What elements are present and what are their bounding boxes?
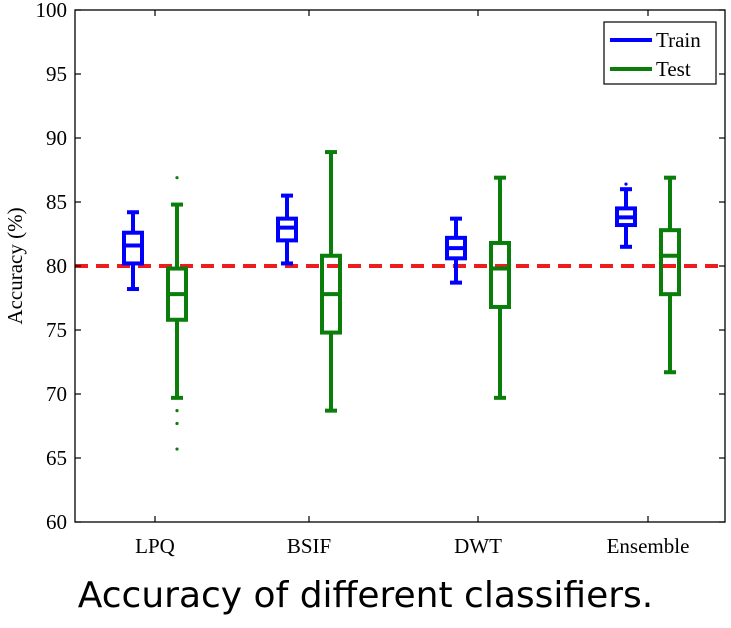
- boxplot-chart: 60 65 70 75 80 85 90 95 100 LPQ BSIF DWT Ensemble A…: [3, 0, 726, 558]
- outlier-point: [175, 176, 179, 180]
- y-tick-label: 90: [46, 126, 67, 150]
- box-test-dwt: [489, 175, 511, 400]
- box-iqr: [659, 228, 681, 297]
- legend-label-train: Train: [656, 28, 701, 52]
- y-tick-label: 85: [46, 190, 67, 214]
- x-tick-label: LPQ: [135, 534, 175, 558]
- box-train-ensemble: [615, 182, 637, 249]
- box-test-bsif: [320, 150, 342, 413]
- box-train-lpq: [122, 210, 144, 292]
- y-tick-label: 65: [46, 446, 67, 470]
- y-tick-label: 95: [46, 62, 67, 86]
- y-tick-label: 80: [46, 254, 67, 278]
- legend-box: [603, 21, 717, 85]
- y-tick-label: 75: [46, 318, 67, 342]
- legend-label-test: Test: [656, 57, 691, 81]
- box-train-dwt: [445, 216, 467, 285]
- x-tick-label: BSIF: [287, 534, 331, 558]
- box-iqr: [489, 240, 511, 309]
- outlier-point: [175, 421, 179, 426]
- outlier-point: [175, 409, 179, 413]
- box-train-bsif: [276, 193, 298, 266]
- y-axis-ticks: 60 65 70 75 80 85 90 95 100: [36, 0, 725, 534]
- y-tick-label: 60: [46, 510, 67, 534]
- y-axis-label: Accuracy (%): [3, 207, 27, 324]
- y-tick-label: 100: [36, 0, 68, 22]
- x-tick-label: Ensemble: [607, 534, 690, 558]
- box-layer: [122, 150, 681, 451]
- outlier-point: [175, 447, 179, 451]
- box-iqr: [122, 230, 144, 266]
- figure-caption: Accuracy of different classifiers.: [77, 575, 654, 616]
- outlier-point: [624, 182, 628, 186]
- y-tick-label: 70: [46, 382, 67, 406]
- legend: Train Test: [603, 21, 717, 85]
- x-axis-ticks: LPQ BSIF DWT Ensemble: [135, 10, 689, 558]
- box-test-ensemble: [659, 175, 681, 375]
- box-test-lpq: [166, 176, 188, 451]
- x-tick-label: DWT: [454, 534, 502, 558]
